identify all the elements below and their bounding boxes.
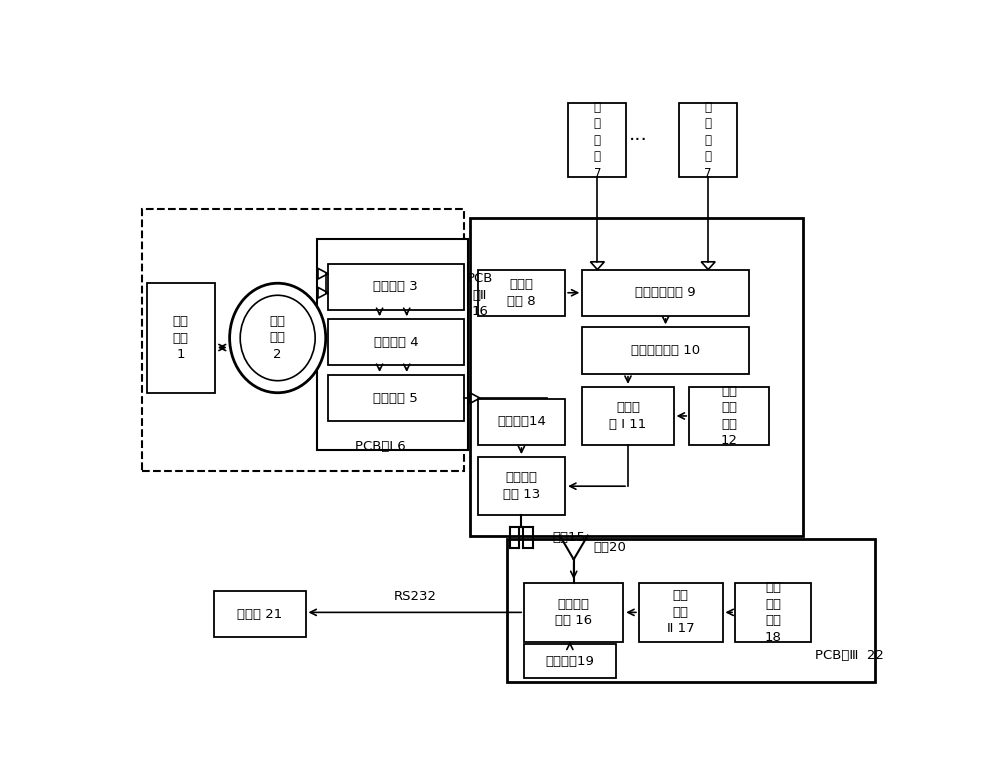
Text: 无线发射
芯片 13: 无线发射 芯片 13 bbox=[503, 472, 540, 501]
FancyBboxPatch shape bbox=[478, 270, 565, 316]
Text: 永久
磁铁
1: 永久 磁铁 1 bbox=[173, 315, 189, 361]
FancyBboxPatch shape bbox=[328, 264, 464, 310]
Text: RS232: RS232 bbox=[393, 591, 436, 604]
FancyBboxPatch shape bbox=[317, 239, 468, 450]
Text: 微处
理器
Ⅱ 17: 微处 理器 Ⅱ 17 bbox=[667, 589, 694, 635]
Text: ···: ··· bbox=[629, 131, 647, 150]
Text: PCB
板Ⅱ
16: PCB 板Ⅱ 16 bbox=[467, 272, 493, 318]
FancyBboxPatch shape bbox=[147, 283, 215, 393]
Text: 整流电路 3: 整流电路 3 bbox=[373, 281, 418, 293]
Text: PCB板Ⅰ 6: PCB板Ⅰ 6 bbox=[355, 441, 406, 454]
FancyBboxPatch shape bbox=[524, 644, 616, 679]
FancyBboxPatch shape bbox=[639, 583, 723, 642]
Text: 稳压电路 5: 稳压电路 5 bbox=[373, 392, 418, 404]
FancyBboxPatch shape bbox=[328, 375, 464, 421]
Text: 晶振
复位
电路
18: 晶振 复位 电路 18 bbox=[764, 581, 781, 644]
Text: 热
敏
电
阻
7: 热 敏 电 阻 7 bbox=[594, 100, 601, 179]
Text: 上位机 21: 上位机 21 bbox=[237, 608, 282, 621]
Text: 无线接收
芯片 16: 无线接收 芯片 16 bbox=[555, 598, 592, 627]
Text: 外围电路14: 外围电路14 bbox=[497, 415, 546, 428]
Text: 天线15: 天线15 bbox=[552, 531, 585, 544]
FancyBboxPatch shape bbox=[582, 270, 749, 316]
FancyBboxPatch shape bbox=[478, 399, 565, 445]
Text: 铁芯
线圈
2: 铁芯 线圈 2 bbox=[270, 315, 286, 361]
Text: 外围电路19: 外围电路19 bbox=[545, 655, 594, 668]
Text: 恒流源
电路 8: 恒流源 电路 8 bbox=[507, 278, 536, 308]
FancyBboxPatch shape bbox=[582, 327, 749, 373]
Text: 多路模拟开关 9: 多路模拟开关 9 bbox=[635, 286, 696, 299]
FancyBboxPatch shape bbox=[214, 591, 306, 638]
FancyBboxPatch shape bbox=[568, 103, 626, 177]
FancyBboxPatch shape bbox=[524, 583, 623, 642]
FancyBboxPatch shape bbox=[689, 386, 769, 445]
Text: 电压放大电路 10: 电压放大电路 10 bbox=[631, 344, 700, 357]
FancyBboxPatch shape bbox=[328, 319, 464, 366]
Text: 晶振
复位
电路
12: 晶振 复位 电路 12 bbox=[721, 385, 738, 448]
Text: 滤波电路 4: 滤波电路 4 bbox=[374, 335, 418, 349]
FancyBboxPatch shape bbox=[470, 218, 803, 536]
FancyBboxPatch shape bbox=[478, 457, 565, 516]
FancyBboxPatch shape bbox=[582, 386, 674, 445]
Text: 热
敏
电
阻
7: 热 敏 电 阻 7 bbox=[704, 100, 712, 179]
Ellipse shape bbox=[230, 283, 326, 393]
Text: 微处理
器 Ⅰ 11: 微处理 器 Ⅰ 11 bbox=[609, 401, 647, 431]
Ellipse shape bbox=[240, 295, 315, 380]
FancyBboxPatch shape bbox=[507, 540, 875, 682]
Text: 天线20: 天线20 bbox=[593, 541, 626, 554]
FancyBboxPatch shape bbox=[679, 103, 737, 177]
FancyBboxPatch shape bbox=[735, 583, 811, 642]
Text: PCB板Ⅲ  22: PCB板Ⅲ 22 bbox=[815, 649, 884, 662]
